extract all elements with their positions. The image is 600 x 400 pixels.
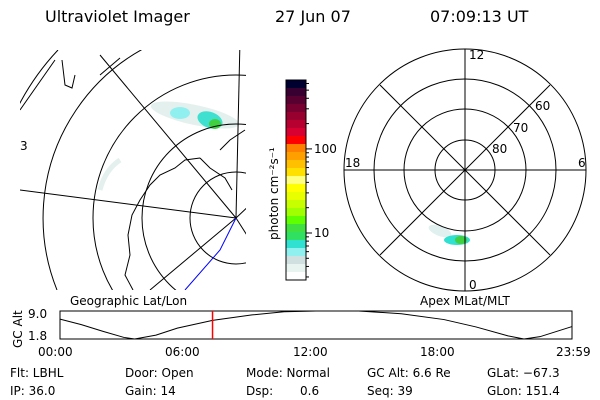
colorbar-band	[286, 240, 306, 249]
colorbar-tick-label: 100	[314, 142, 337, 156]
colorbar-band	[286, 120, 306, 129]
mlt-label-18: 18	[345, 156, 360, 170]
colorbar-band	[286, 152, 306, 161]
seq-status: Seq: 39	[367, 384, 413, 398]
geographic-map	[20, 50, 246, 290]
colorbar	[286, 80, 306, 281]
filter-status: Flt: LBHL	[10, 366, 64, 380]
colorbar-band	[286, 88, 306, 97]
dsp-value: 0.6	[300, 384, 320, 398]
colorbar-band	[286, 256, 306, 265]
colorbar-ticks: 10 100	[306, 82, 337, 278]
mlat-label-80: 80	[492, 142, 507, 156]
colorbar-band	[286, 184, 306, 193]
apex-label: Apex MLat/MLT	[420, 294, 510, 308]
colorbar-band	[286, 232, 306, 241]
xtick-4: 23:59	[556, 345, 591, 359]
colorbar-band	[286, 160, 306, 169]
colorbar-band	[286, 112, 306, 121]
mode-status: Mode: Normal	[246, 366, 330, 380]
colorbar-band	[286, 208, 306, 217]
colorbar-band	[286, 104, 306, 113]
mlt-label-12: 12	[469, 48, 484, 62]
geographic-label: Geographic Lat/Lon	[70, 294, 187, 308]
colorbar-band	[286, 144, 306, 153]
xtick-2: 12:00	[293, 345, 328, 359]
colorbar-band	[286, 136, 306, 145]
mlt-label-0: 0	[469, 278, 477, 292]
colorbar-band	[286, 200, 306, 209]
colorbar-band	[286, 224, 306, 233]
date-title: 27 Jun 07	[275, 7, 351, 26]
colorbar-band	[286, 96, 306, 105]
colorbar-band	[286, 168, 306, 177]
ytick-max: 9.0	[28, 307, 47, 321]
colorbar-band	[286, 264, 306, 273]
apex-polar-plot: 12 6 0 18 60 70 80	[343, 48, 587, 292]
colorbar-band	[286, 192, 306, 201]
coastline	[61, 59, 246, 290]
mlat-label-70: 70	[513, 121, 528, 135]
gc-alt-status: GC Alt: 6.6 Re	[367, 366, 451, 380]
altitude-line	[59, 310, 573, 340]
timeline-ylabel: GC Alt	[11, 310, 25, 348]
xtick-1: 06:00	[165, 345, 200, 359]
ip-status: IP: 36.0	[10, 384, 56, 398]
xtick-0: 00:00	[38, 345, 73, 359]
colorbar-band	[286, 128, 306, 137]
instrument-title: Ultraviolet Imager	[45, 7, 190, 26]
colorbar-frame	[285, 79, 307, 281]
colorbar-band	[286, 248, 306, 257]
colorbar-band	[286, 176, 306, 185]
door-status: Door: Open	[125, 366, 194, 380]
ytick-min: 1.8	[28, 329, 47, 343]
xtick-3: 18:00	[420, 345, 455, 359]
colorbar-band	[286, 216, 306, 225]
gain-status: Gain: 14	[125, 384, 176, 398]
time-title: 07:09:13 UT	[430, 7, 529, 26]
colorbar-band	[286, 80, 306, 89]
mlt-label-6: 6	[578, 156, 586, 170]
colorbar-band	[286, 272, 306, 281]
dsp-label: Dsp:	[246, 384, 274, 398]
glon-status: GLon: 151.4	[487, 384, 560, 398]
aurora-emission	[97, 101, 240, 191]
mlat-label-60: 60	[535, 99, 550, 113]
glat-status: GLat: −67.3	[487, 366, 560, 380]
map-edge-label: 3	[20, 139, 28, 153]
timeline-frame	[59, 310, 573, 340]
colorbar-unit-label: photon cm⁻²s⁻¹	[267, 147, 281, 240]
colorbar-tick-label: 10	[314, 226, 329, 240]
